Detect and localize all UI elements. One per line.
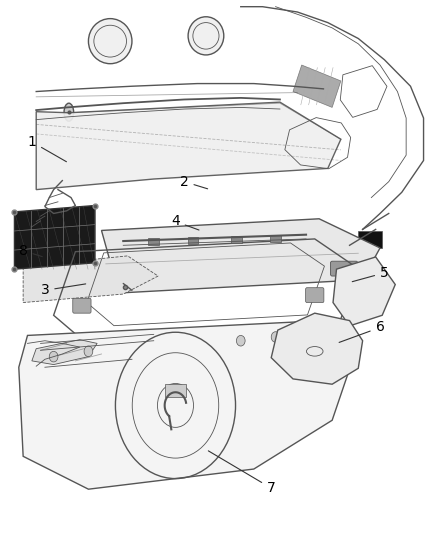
- FancyBboxPatch shape: [330, 261, 358, 276]
- Text: 1: 1: [28, 135, 67, 161]
- Polygon shape: [36, 102, 341, 190]
- Polygon shape: [293, 65, 341, 108]
- FancyBboxPatch shape: [86, 333, 104, 348]
- FancyBboxPatch shape: [319, 319, 337, 334]
- Polygon shape: [14, 206, 95, 269]
- Bar: [358, 231, 382, 248]
- Circle shape: [84, 346, 93, 357]
- Ellipse shape: [64, 103, 74, 121]
- Bar: [187, 237, 198, 244]
- Bar: [148, 238, 159, 245]
- Ellipse shape: [88, 19, 132, 63]
- Text: 4: 4: [171, 214, 199, 230]
- Ellipse shape: [188, 17, 224, 55]
- Polygon shape: [32, 340, 97, 365]
- Text: 5: 5: [352, 266, 389, 281]
- Text: 2: 2: [180, 175, 208, 189]
- Polygon shape: [23, 256, 158, 303]
- Text: 8: 8: [19, 244, 42, 257]
- Polygon shape: [271, 313, 363, 384]
- FancyBboxPatch shape: [73, 298, 91, 313]
- Polygon shape: [102, 219, 380, 293]
- Circle shape: [49, 351, 58, 362]
- Polygon shape: [333, 257, 395, 326]
- Circle shape: [237, 335, 245, 346]
- Polygon shape: [19, 320, 358, 489]
- Text: 3: 3: [41, 284, 86, 297]
- Text: 6: 6: [339, 320, 385, 342]
- Bar: [165, 384, 186, 398]
- Text: 7: 7: [208, 451, 276, 495]
- Bar: [231, 236, 242, 243]
- Circle shape: [271, 332, 280, 342]
- FancyBboxPatch shape: [306, 288, 324, 303]
- Bar: [270, 235, 281, 241]
